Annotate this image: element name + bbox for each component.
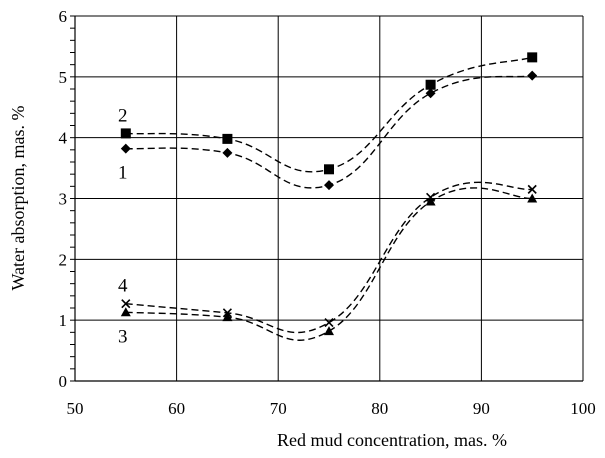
series-markers [120,52,538,336]
data-point-x [324,318,334,328]
x-tick-label: 90 [473,399,490,418]
data-point-square [120,128,131,139]
series-labels: 1 2 3 4 [118,105,128,347]
y-tick-label: 5 [59,68,68,87]
x-tick-label: 100 [570,399,596,418]
y-tick-label: 1 [59,311,68,330]
axes [70,15,583,382]
series-label-1: 1 [118,163,128,184]
series-label-2: 2 [118,105,128,126]
series-label-4: 4 [118,276,128,297]
y-tick-label: 6 [59,7,68,26]
data-point-triangle [527,193,538,203]
data-point-square [324,164,334,175]
series-label-3: 3 [118,326,128,347]
x-tick-label: 50 [67,399,84,418]
data-point-x [527,184,537,194]
data-point-square [527,52,538,63]
y-tick-label: 2 [59,250,68,269]
data-point-square [425,79,436,90]
x-tick-label: 80 [371,399,388,418]
data-point-diamond [324,180,334,191]
y-axis-title: Water absorption, mas. % [8,105,28,290]
grid [75,15,584,381]
data-point-triangle [425,196,436,206]
x-axis-title: Red mud concentration, mas. % [277,430,507,450]
data-point-square [222,133,233,144]
series-line-4 [125,181,533,334]
data-point-triangle [222,312,233,322]
data-point-x [426,192,436,202]
series-line-3 [125,187,533,341]
data-point-diamond [527,70,538,81]
data-point-diamond [222,147,233,158]
y-tick-label: 3 [59,190,68,209]
data-point-x [121,299,131,309]
x-tick-label: 70 [270,399,287,418]
data-point-triangle [120,307,131,317]
data-point-diamond [120,143,131,154]
y-tick-label: 0 [59,372,68,391]
data-point-x [222,308,232,318]
data-point-diamond [425,88,436,99]
tick-labels: 0 1 2 3 4 5 6 50 60 70 80 90 100 [59,7,596,418]
data-point-triangle [324,326,334,336]
y-tick-label: 4 [59,129,68,148]
x-tick-label: 60 [168,399,185,418]
series-line-2 [125,56,533,173]
